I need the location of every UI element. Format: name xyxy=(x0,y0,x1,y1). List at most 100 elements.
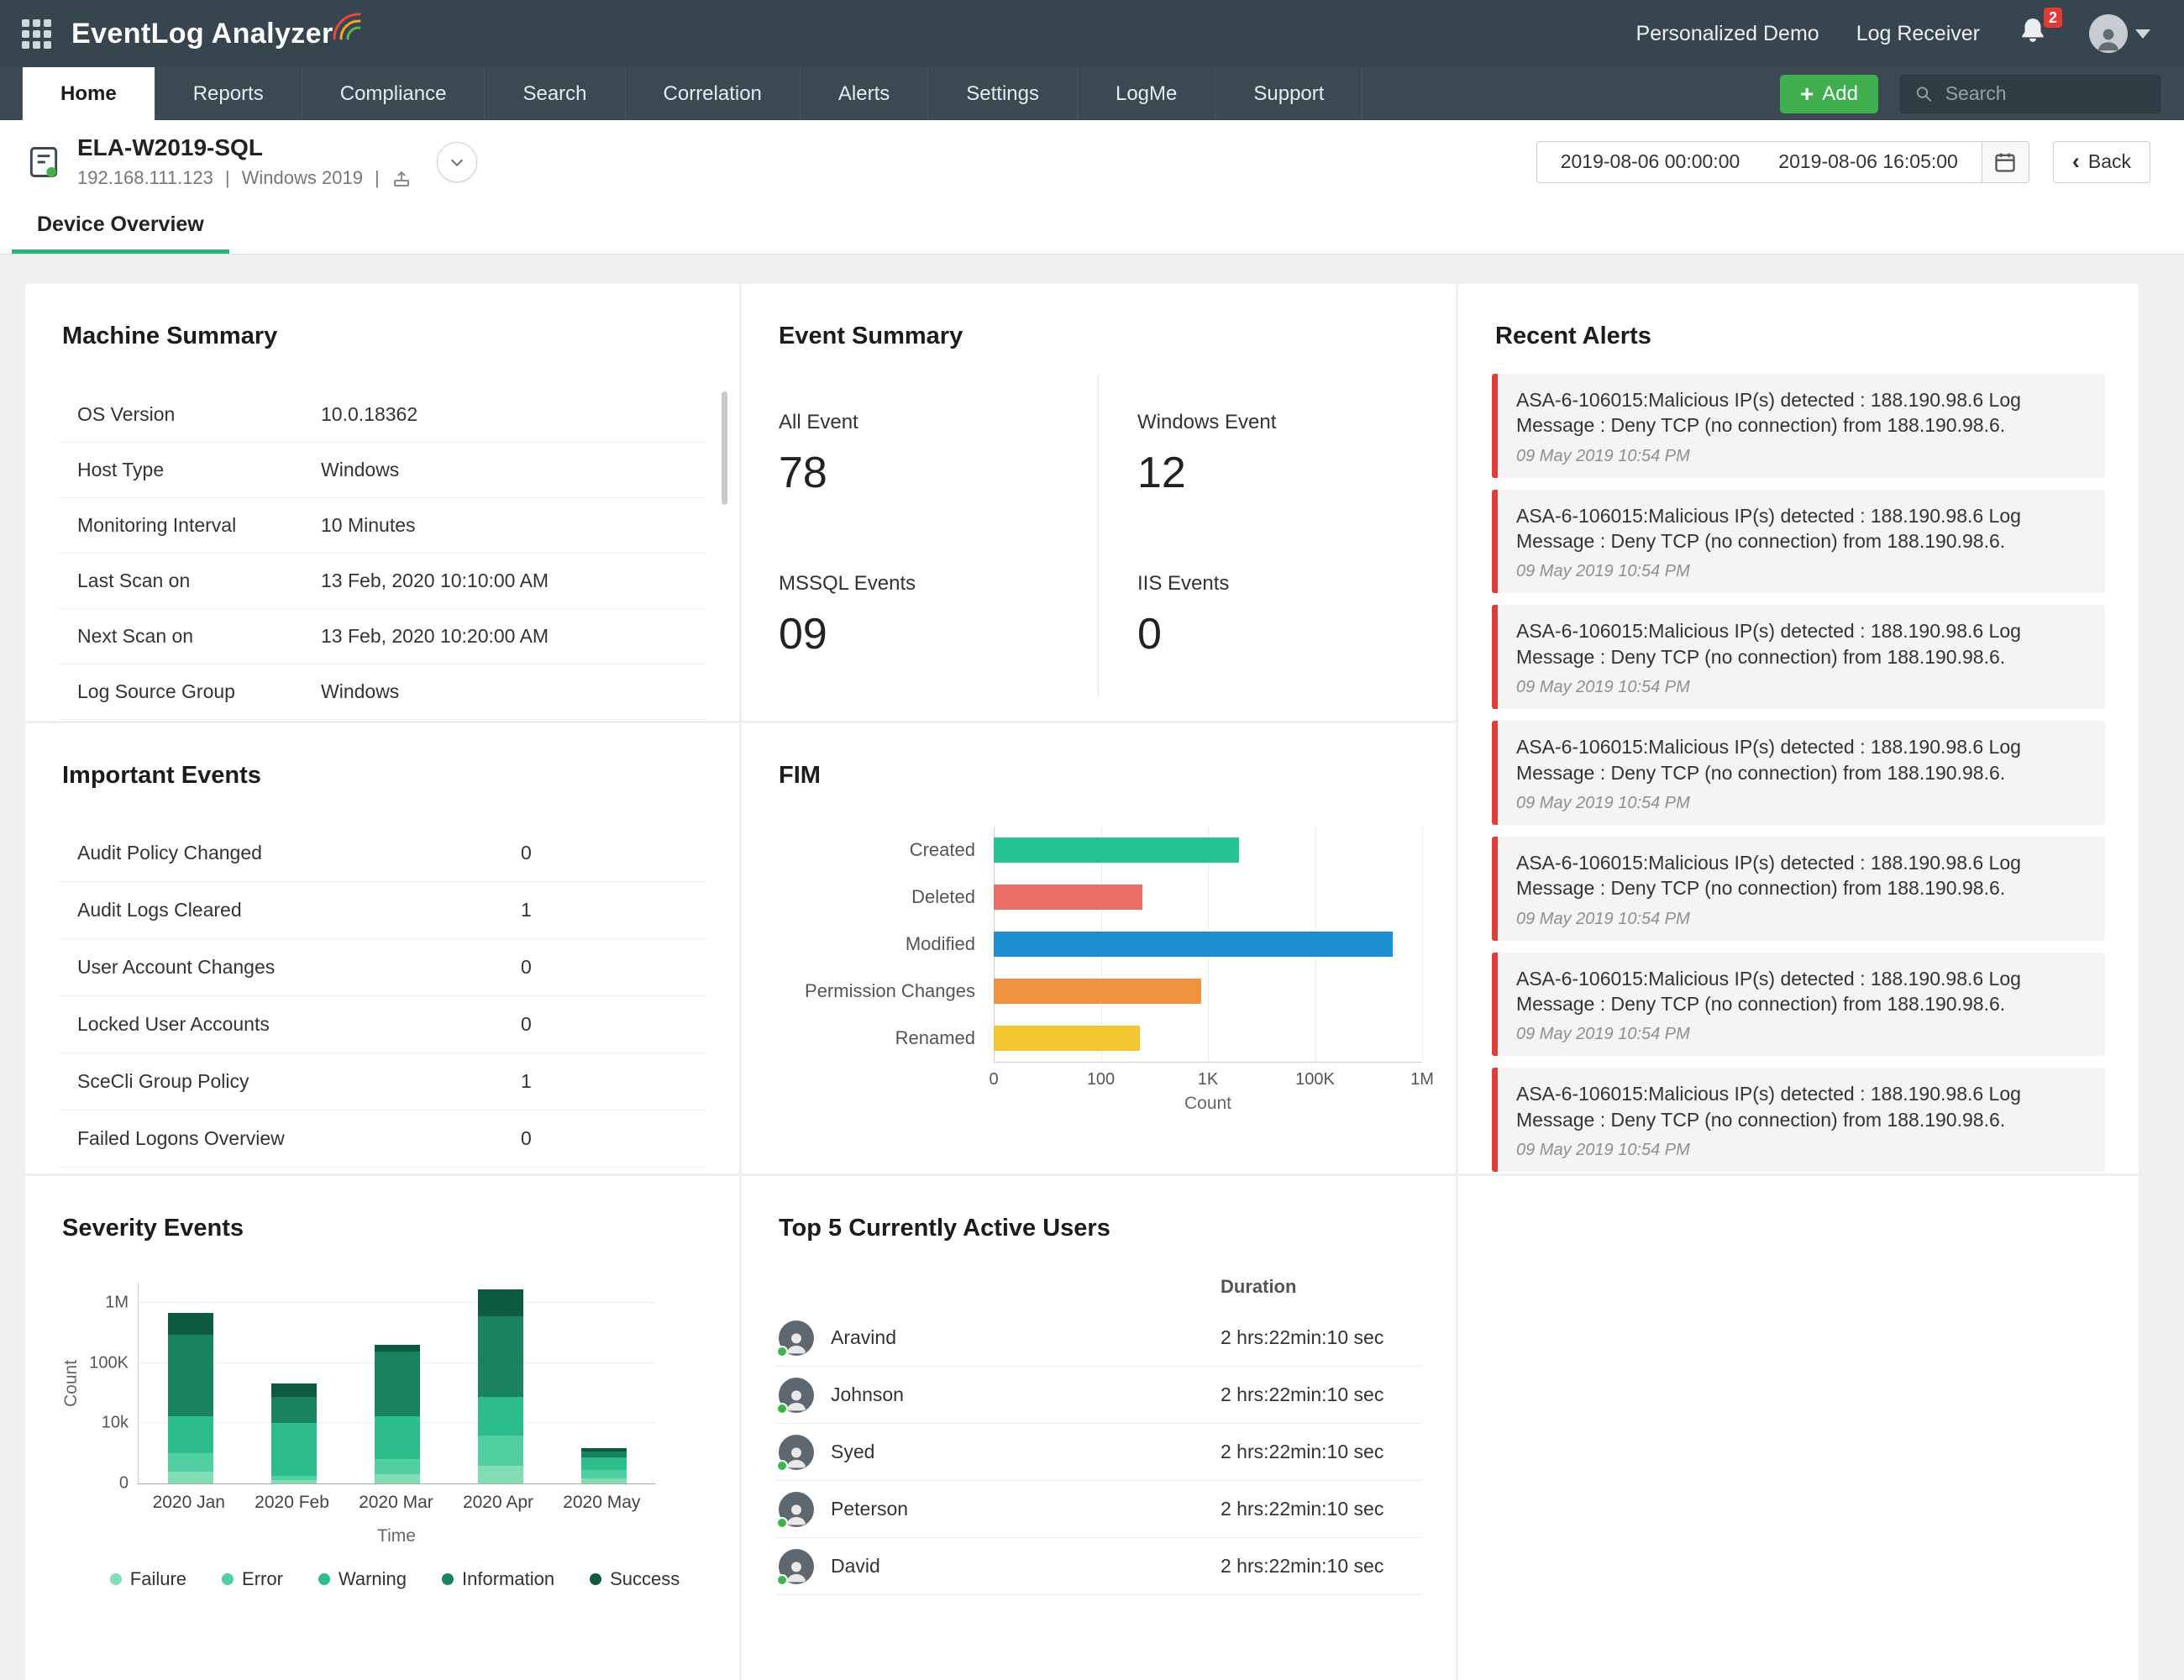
machine-summary-row: Last Scan on 13 Feb, 2020 10:10:00 AM xyxy=(59,554,706,609)
legend-item-information[interactable]: Information xyxy=(442,1568,554,1590)
important-event-row[interactable]: Audit Logs Cleared 1 xyxy=(59,882,706,939)
important-event-row[interactable]: User Account Changes 0 xyxy=(59,939,706,996)
tab-settings[interactable]: Settings xyxy=(928,67,1078,120)
severity-bar-2020-jan xyxy=(167,1312,213,1483)
alert-timestamp: 09 May 2019 10:54 PM xyxy=(1516,1141,1690,1160)
legend-item-error[interactable]: Error xyxy=(222,1568,283,1590)
important-event-row[interactable]: Audit Policy Changed 0 xyxy=(59,825,706,882)
legend-dot xyxy=(442,1573,454,1585)
fim-x-tick: 1K xyxy=(1197,1070,1219,1089)
back-button[interactable]: ‹ Back xyxy=(2052,140,2150,183)
search-input[interactable] xyxy=(1943,81,2146,106)
important-event-row[interactable]: SceCli Group Policy 1 xyxy=(59,1053,706,1110)
tab-alerts[interactable]: Alerts xyxy=(801,67,929,120)
legend-item-success[interactable]: Success xyxy=(590,1568,680,1590)
user-name: Aravind xyxy=(831,1326,896,1348)
row-label: Next Scan on xyxy=(77,625,194,647)
active-user-row[interactable]: Syed 2 hrs:22min:10 sec xyxy=(775,1424,1422,1481)
user-menu[interactable] xyxy=(2089,14,2150,53)
global-search[interactable] xyxy=(1900,74,2160,113)
agent-upload-icon[interactable] xyxy=(391,168,412,188)
severity-segment-failure xyxy=(374,1474,420,1483)
personalized-demo-link[interactable]: Personalized Demo xyxy=(1635,21,1819,45)
event-summary-item-all-event[interactable]: All Event 78 xyxy=(775,374,1099,535)
severity-segment-failure xyxy=(580,1478,627,1483)
alert-item[interactable]: ASA-6-106015:Malicious IP(s) detected : … xyxy=(1492,952,2105,1057)
device-name: ELA-W2019-SQL xyxy=(77,134,263,160)
fim-bar-row: Deleted xyxy=(775,874,1422,921)
alert-message: ASA-6-106015:Malicious IP(s) detected : … xyxy=(1516,736,2021,784)
active-user-row[interactable]: Aravind 2 hrs:22min:10 sec xyxy=(775,1310,1422,1367)
fim-category-label: Deleted xyxy=(911,886,975,907)
add-button[interactable]: + Add xyxy=(1779,74,1878,113)
tab-reports[interactable]: Reports xyxy=(155,67,302,120)
tab-support[interactable]: Support xyxy=(1215,67,1363,120)
fim-bar-track xyxy=(994,1026,1422,1051)
alert-message: ASA-6-106015:Malicious IP(s) detected : … xyxy=(1516,1083,2021,1131)
alerts-list: ASA-6-106015:Malicious IP(s) detected : … xyxy=(1492,374,2105,1173)
event-summary-item-iis-events[interactable]: IIS Events 0 xyxy=(1099,535,1422,696)
log-receiver-link[interactable]: Log Receiver xyxy=(1856,21,1980,45)
card-title: FIM xyxy=(779,762,821,789)
severity-segment-information xyxy=(580,1452,627,1458)
active-user-row[interactable]: Johnson 2 hrs:22min:10 sec xyxy=(775,1367,1422,1424)
severity-segment-warning xyxy=(167,1416,213,1454)
nav-tabs: Home Reports Compliance Search Correlation Al… xyxy=(22,67,1363,120)
user-photo-avatar xyxy=(776,1434,814,1472)
legend-item-failure[interactable]: Failure xyxy=(109,1568,186,1590)
online-status-dot xyxy=(776,1573,788,1586)
important-event-row[interactable]: Locked User Accounts 0 xyxy=(59,996,706,1053)
row-value: 0 xyxy=(521,1013,532,1035)
apps-grid-icon[interactable] xyxy=(22,18,51,49)
legend-label: Success xyxy=(610,1568,680,1589)
tab-home[interactable]: Home xyxy=(22,67,155,120)
severity-segment-warning xyxy=(580,1457,627,1470)
alert-message: ASA-6-106015:Malicious IP(s) detected : … xyxy=(1516,967,2021,1015)
severity-events-card: Severity Events Count 0 10k 100K 1M 2020 Ja… xyxy=(25,1176,739,1680)
fim-bar-track xyxy=(994,932,1422,957)
alert-item[interactable]: ASA-6-106015:Malicious IP(s) detected : … xyxy=(1492,374,2105,478)
event-summary-item-windows-event[interactable]: Windows Event 12 xyxy=(1099,374,1422,535)
user-duration: 2 hrs:22min:10 sec xyxy=(1221,1383,1384,1405)
active-user-row[interactable]: David 2 hrs:22min:10 sec xyxy=(775,1538,1422,1595)
alert-timestamp: 09 May 2019 10:54 PM xyxy=(1516,562,1690,581)
severity-x-tick: 2020 Mar xyxy=(359,1493,433,1512)
row-label: Log Source Group xyxy=(77,680,235,702)
chevron-down-icon xyxy=(450,158,463,166)
severity-y-tick: 0 xyxy=(118,1473,129,1493)
alert-item[interactable]: ASA-6-106015:Malicious IP(s) detected : … xyxy=(1492,1068,2105,1173)
alert-item[interactable]: ASA-6-106015:Malicious IP(s) detected : … xyxy=(1492,721,2105,825)
alert-item[interactable]: ASA-6-106015:Malicious IP(s) detected : … xyxy=(1492,605,2105,710)
date-from[interactable]: 2019-08-06 00:00:00 xyxy=(1560,150,1740,172)
severity-segment-warning xyxy=(374,1416,420,1460)
expand-device-button[interactable] xyxy=(436,141,477,182)
tab-search[interactable]: Search xyxy=(485,67,626,120)
alert-item[interactable]: ASA-6-106015:Malicious IP(s) detected : … xyxy=(1492,836,2105,941)
notifications-bell-icon[interactable]: 2 xyxy=(2017,8,2062,51)
fim-bar-track xyxy=(994,979,1422,1004)
calendar-button[interactable] xyxy=(1981,141,2029,182)
date-range-picker[interactable]: 2019-08-06 00:00:00 2019-08-06 16:05:00 xyxy=(1536,140,2029,183)
severity-x-tick: 2020 Feb xyxy=(255,1493,329,1512)
tab-device-overview[interactable]: Device Overview xyxy=(12,213,229,254)
severity-segment-success xyxy=(477,1289,523,1316)
event-count: 78 xyxy=(779,449,827,497)
tab-compliance[interactable]: Compliance xyxy=(302,67,486,120)
severity-y-tick: 100K xyxy=(89,1353,129,1373)
alert-item[interactable]: ASA-6-106015:Malicious IP(s) detected : … xyxy=(1492,489,2105,594)
tab-correlation[interactable]: Correlation xyxy=(626,67,801,120)
scrollbar-thumb[interactable] xyxy=(722,391,727,505)
legend-item-warning[interactable]: Warning xyxy=(318,1568,407,1590)
duration-column-header: Duration xyxy=(1221,1276,1297,1297)
event-summary-card: Event Summary All Event 78 Windows Event 12… xyxy=(742,284,1456,721)
user-photo-avatar xyxy=(776,1320,814,1357)
important-event-row[interactable]: Failed Logons Overview 0 xyxy=(59,1110,706,1168)
user-photo-avatar xyxy=(776,1548,814,1586)
online-status-dot xyxy=(776,1459,788,1472)
event-label: MSSQL Events xyxy=(779,572,916,595)
active-user-row[interactable]: Peterson 2 hrs:22min:10 sec xyxy=(775,1481,1422,1538)
event-label: All Event xyxy=(779,411,858,433)
date-to[interactable]: 2019-08-06 16:05:00 xyxy=(1778,150,1958,172)
tab-logme[interactable]: LogMe xyxy=(1078,67,1216,120)
event-summary-item-mssql-events[interactable]: MSSQL Events 09 xyxy=(775,535,1099,696)
